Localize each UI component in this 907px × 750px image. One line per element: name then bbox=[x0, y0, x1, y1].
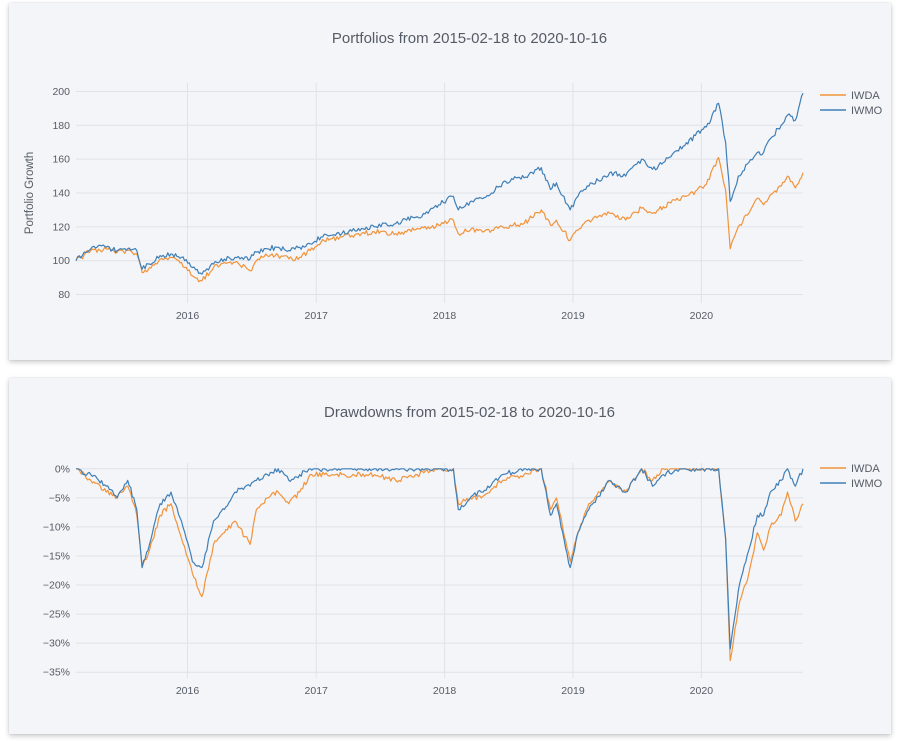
y-tick-label: 80 bbox=[58, 289, 70, 301]
legend-entry-iwmo[interactable]: IWMO bbox=[851, 105, 883, 117]
y-tick-label: −5% bbox=[49, 492, 70, 504]
y-tick-label: −30% bbox=[43, 638, 70, 650]
series-line-iwmo bbox=[75, 92, 804, 275]
y-tick-label: −25% bbox=[43, 609, 70, 621]
y-axis-label: Portfolio Growth bbox=[24, 152, 36, 234]
chart-title: Portfolios from 2015-02-18 to 2020-10-16 bbox=[332, 30, 607, 47]
x-tick-label: 2019 bbox=[561, 310, 585, 322]
legend-entry-iwda[interactable]: IWDA bbox=[851, 90, 880, 102]
x-tick-label: 2018 bbox=[433, 310, 457, 322]
y-tick-label: −20% bbox=[43, 580, 70, 592]
y-tick-label: 200 bbox=[52, 86, 70, 98]
y-tick-label: 100 bbox=[52, 255, 70, 267]
y-tick-label: 180 bbox=[52, 120, 70, 132]
x-tick-label: 2017 bbox=[305, 685, 329, 697]
y-tick-label: 160 bbox=[52, 154, 70, 166]
x-tick-label: 2016 bbox=[176, 310, 200, 322]
x-tick-label: 2016 bbox=[176, 685, 200, 697]
legend-entry-iwda[interactable]: IWDA bbox=[851, 463, 880, 475]
x-tick-label: 2019 bbox=[561, 685, 585, 697]
x-tick-label: 2017 bbox=[305, 310, 329, 322]
y-tick-label: −35% bbox=[43, 667, 70, 679]
portfolio-chart-card: Portfolios from 2015-02-18 to 2020-10-16… bbox=[9, 3, 891, 360]
x-tick-label: 2020 bbox=[690, 310, 714, 322]
drawdown-chart: Drawdowns from 2015-02-18 to 2020-10-16 0… bbox=[43, 404, 883, 697]
y-tick-label: 140 bbox=[52, 188, 70, 200]
x-tick-label: 2018 bbox=[433, 685, 457, 697]
chart-title: Drawdowns from 2015-02-18 to 2020-10-16 bbox=[324, 404, 615, 421]
y-tick-label: 120 bbox=[52, 221, 70, 233]
portfolio-growth-chart: Portfolios from 2015-02-18 to 2020-10-16… bbox=[24, 30, 883, 322]
x-tick-label: 2020 bbox=[690, 685, 714, 697]
series-line-iwda bbox=[75, 156, 804, 283]
legend-entry-iwmo[interactable]: IWMO bbox=[851, 478, 883, 490]
y-tick-label: 0% bbox=[55, 463, 70, 475]
y-tick-label: −15% bbox=[43, 550, 70, 562]
y-tick-label: −10% bbox=[43, 521, 70, 533]
series-line-iwmo bbox=[76, 468, 804, 650]
drawdown-chart-card: Drawdowns from 2015-02-18 to 2020-10-16 0… bbox=[9, 378, 891, 734]
